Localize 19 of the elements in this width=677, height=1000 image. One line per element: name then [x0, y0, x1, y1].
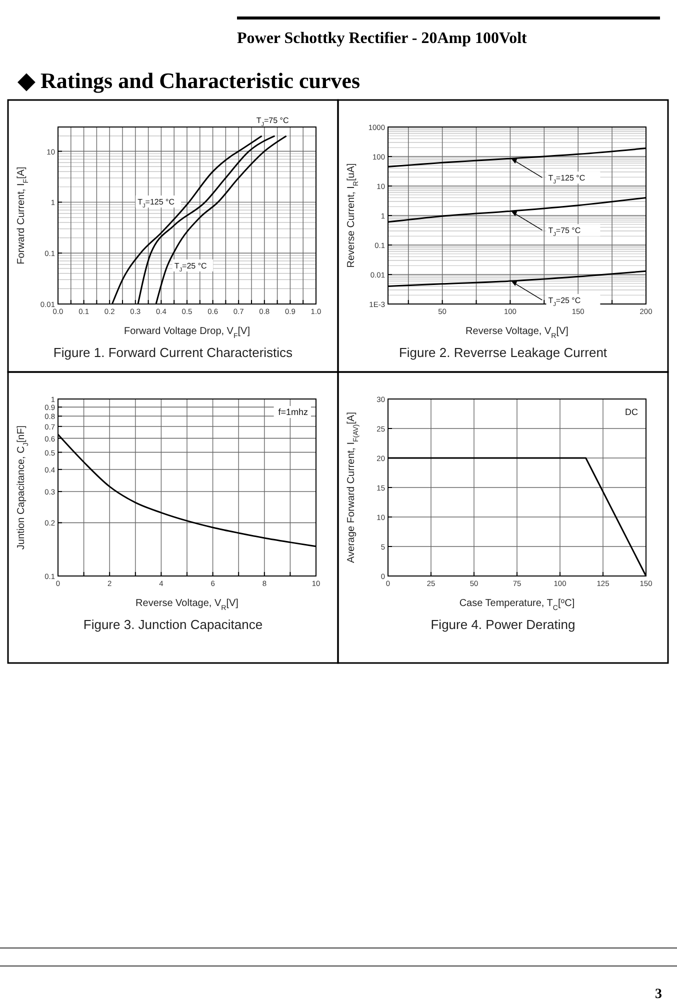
text: ◆ Ratings and Characteristic curves [17, 68, 361, 93]
series-label: T$_{J}$=25 °C [174, 261, 208, 274]
series-label: T$_{J}$=75 °C [256, 116, 289, 128]
text: Figure 3. Junction Capacitance [83, 617, 263, 632]
text: Figure 2. Reverrse Leakage Current [398, 345, 608, 360]
text: T$_{J}$=25 °C [548, 296, 581, 308]
text: Figure 4. Power Derating [430, 617, 576, 632]
annotation: DC [625, 407, 638, 417]
annotation: f=1mhz [278, 407, 308, 417]
text: 3 [655, 987, 662, 1000]
text: Power Schottky Rectifier - 20Amp 100Volt [237, 30, 528, 47]
x-axis-title: Case Temperature, T$_{C}$[$^{o}$C] [459, 598, 575, 612]
x-axis-title: Reverse Voltage, V$_{R}$[V] [466, 326, 569, 340]
x-axis-title: Forward Voltage Drop, V$_{F}$[V] [124, 326, 250, 340]
x-axis-title: Reverse Voltage, V$_{R}$[V] [136, 598, 239, 612]
text: Figure 1. Forward Current Characteristics [53, 345, 294, 360]
text: T$_{J}$=75 °C [548, 226, 581, 238]
text: T$_{J}$=125 °C [548, 174, 586, 186]
series-label: T$_{J}$=125 °C [138, 198, 175, 210]
